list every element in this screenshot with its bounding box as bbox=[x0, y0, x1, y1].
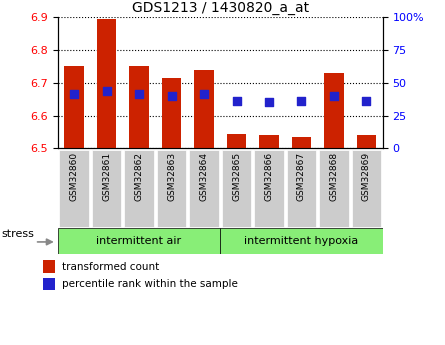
FancyBboxPatch shape bbox=[60, 150, 89, 227]
Text: GSM32863: GSM32863 bbox=[167, 152, 176, 201]
Point bbox=[298, 98, 305, 104]
FancyBboxPatch shape bbox=[255, 150, 283, 227]
FancyBboxPatch shape bbox=[190, 150, 218, 227]
Text: GSM32869: GSM32869 bbox=[362, 152, 371, 201]
Text: GSM32866: GSM32866 bbox=[264, 152, 274, 201]
FancyBboxPatch shape bbox=[222, 150, 251, 227]
Point bbox=[70, 91, 78, 97]
FancyBboxPatch shape bbox=[352, 150, 381, 227]
Bar bbox=[65, 66, 84, 148]
Text: percentile rank within the sample: percentile rank within the sample bbox=[62, 279, 238, 289]
Title: GDS1213 / 1430820_a_at: GDS1213 / 1430820_a_at bbox=[132, 1, 309, 15]
Point bbox=[363, 98, 370, 104]
Bar bbox=[220, 228, 383, 254]
FancyBboxPatch shape bbox=[320, 150, 348, 227]
Bar bbox=[324, 73, 344, 148]
FancyBboxPatch shape bbox=[92, 150, 121, 227]
Text: intermittent air: intermittent air bbox=[97, 236, 182, 246]
FancyBboxPatch shape bbox=[125, 150, 154, 227]
Point bbox=[233, 98, 240, 104]
Point bbox=[168, 93, 175, 99]
Bar bbox=[357, 135, 376, 148]
Text: stress: stress bbox=[1, 229, 34, 239]
Bar bbox=[227, 134, 246, 148]
Bar bbox=[58, 228, 220, 254]
Point bbox=[135, 91, 142, 97]
Point bbox=[330, 93, 337, 99]
Bar bbox=[292, 137, 311, 148]
Text: GSM32867: GSM32867 bbox=[297, 152, 306, 201]
Point bbox=[200, 91, 207, 97]
Text: GSM32864: GSM32864 bbox=[199, 152, 209, 201]
Text: intermittent hypoxia: intermittent hypoxia bbox=[244, 236, 359, 246]
Text: GSM32865: GSM32865 bbox=[232, 152, 241, 201]
Bar bbox=[194, 70, 214, 148]
Bar bbox=[43, 260, 55, 273]
Bar bbox=[129, 66, 149, 148]
FancyBboxPatch shape bbox=[287, 150, 316, 227]
Bar bbox=[162, 78, 181, 148]
Point bbox=[265, 100, 272, 105]
Bar bbox=[259, 135, 279, 148]
Text: GSM32868: GSM32868 bbox=[329, 152, 339, 201]
Bar bbox=[97, 19, 116, 148]
Bar bbox=[43, 278, 55, 290]
Text: transformed count: transformed count bbox=[62, 262, 159, 272]
Text: GSM32861: GSM32861 bbox=[102, 152, 111, 201]
Point bbox=[103, 88, 110, 94]
FancyBboxPatch shape bbox=[157, 150, 186, 227]
Text: GSM32862: GSM32862 bbox=[134, 152, 144, 201]
Text: GSM32860: GSM32860 bbox=[69, 152, 79, 201]
